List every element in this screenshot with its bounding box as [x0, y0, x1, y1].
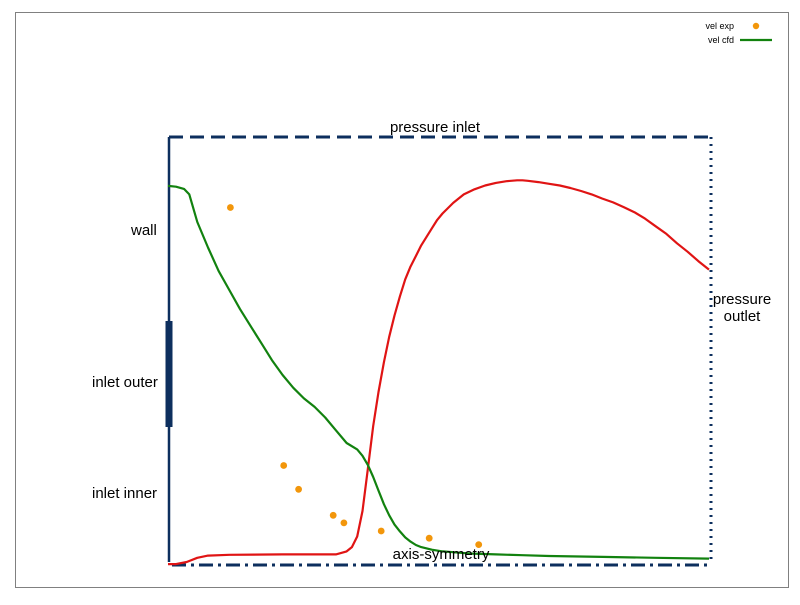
- pressure-inlet-label: pressure inlet: [390, 119, 481, 136]
- data-point-vel-exp: [425, 534, 433, 542]
- legend-marker-vel-exp: [752, 22, 760, 30]
- pressure-outlet-label-line1: pressure: [713, 291, 771, 308]
- series-line-vel-cfd: [167, 184, 710, 560]
- figure-frame: [15, 12, 789, 588]
- legend-label-vel-cfd: vel cfd: [708, 35, 734, 45]
- data-point-vel-exp: [227, 204, 234, 211]
- wall-label: wall: [130, 222, 157, 239]
- legend: vel exp vel cfd: [705, 21, 772, 45]
- inlet-inner-label: inlet inner: [92, 485, 157, 502]
- data-point-vel-exp: [340, 519, 348, 527]
- data-point-vel-exp: [295, 485, 302, 493]
- plot-area: [167, 179, 710, 566]
- inlet-outer-label: inlet outer: [92, 374, 158, 391]
- data-point-vel-exp: [329, 511, 337, 519]
- legend-label-vel-exp: vel exp: [705, 21, 734, 31]
- data-point-vel-exp: [475, 541, 483, 548]
- pressure-outlet-label-line2: outlet: [724, 308, 762, 325]
- data-point-vel-exp: [280, 462, 288, 469]
- series-line-red-curve: [168, 179, 710, 566]
- axis-symmetry-label: axis-symmetry: [393, 546, 490, 563]
- data-point-vel-exp: [377, 527, 385, 535]
